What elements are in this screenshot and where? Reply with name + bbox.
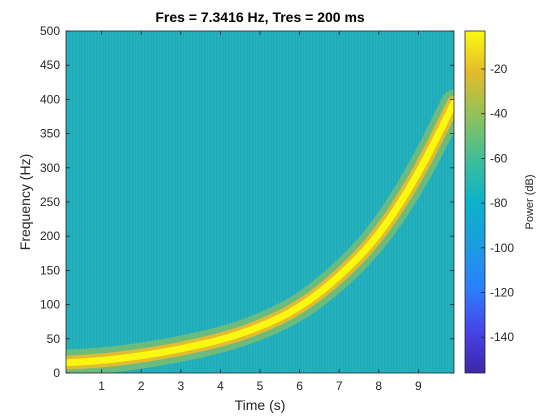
y-tick-label: 450	[40, 58, 60, 72]
colorbar-tick-label: -120	[490, 286, 514, 300]
colorbar: -20 -40 -60 -80 -100 -120 -140 Power (dB)	[464, 30, 536, 374]
y-axis: 0 50 100 150 200 250 300 350 400 450 500	[40, 24, 454, 380]
x-tick-label: 9	[415, 379, 422, 393]
colorbar-tick-label: -20	[490, 62, 508, 76]
ridge-point	[258, 325, 262, 329]
colorbar-tick-label: -140	[490, 330, 514, 344]
x-tick-label: 7	[336, 379, 343, 393]
ridge-point	[337, 276, 341, 279]
power-ridge-line	[66, 99, 454, 367]
y-tick-label: 350	[40, 127, 60, 141]
ridge-point	[417, 173, 420, 176]
y-tick-label: 400	[40, 92, 60, 106]
x-tick-label: 5	[257, 379, 264, 393]
x-axis: 1 2 3 4 5 6 7 8 9	[98, 31, 422, 393]
x-axis-label: Time (s)	[235, 397, 286, 413]
x-tick-label: 1	[98, 379, 105, 393]
x-tick-label: 6	[296, 379, 303, 393]
colorbar-tick-label: -80	[490, 196, 508, 210]
y-tick-label: 300	[40, 161, 60, 175]
ridge-point	[100, 359, 103, 362]
y-tick-label: 0	[53, 366, 60, 380]
colorbar-gradient	[464, 30, 486, 374]
ridge-point	[298, 306, 301, 310]
ridge-point	[140, 354, 143, 358]
y-tick-label: 250	[40, 195, 60, 209]
colorbar-tick-label: -40	[490, 107, 508, 121]
x-tick-label: 8	[375, 379, 382, 393]
ridge-points	[66, 101, 454, 364]
ridge-point	[219, 338, 222, 342]
y-tick-label: 500	[40, 24, 60, 38]
colorbar-tick-label: -100	[490, 241, 514, 255]
plot-area	[66, 31, 454, 373]
colorbar-tick-label: -60	[490, 151, 508, 165]
chart-title: Fres = 7.3416 Hz, Tres = 200 ms	[155, 9, 365, 25]
ridge-point	[179, 347, 183, 351]
y-axis-label: Frequency (Hz)	[17, 154, 33, 250]
y-tick-label: 50	[47, 332, 61, 346]
colorbar-label: Power (dB)	[524, 174, 536, 229]
y-tick-label: 200	[40, 229, 60, 243]
ridge-point	[377, 235, 380, 238]
x-tick-label: 3	[177, 379, 184, 393]
colorbar-ticks: -20 -40 -60 -80 -100 -120 -140	[481, 62, 514, 344]
y-tick-label: 100	[40, 298, 60, 312]
y-tick-label: 150	[40, 263, 60, 277]
x-tick-label: 2	[138, 379, 145, 393]
x-tick-label: 4	[217, 379, 224, 393]
